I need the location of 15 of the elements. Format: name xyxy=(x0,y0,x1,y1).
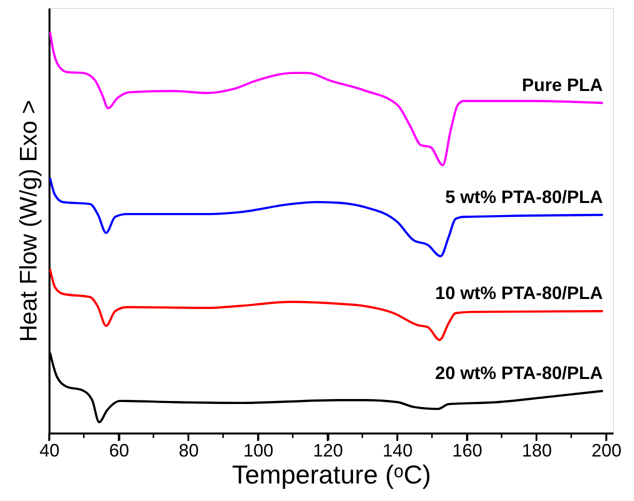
x-tick-label: 160 xyxy=(452,440,482,460)
x-tick-label: 120 xyxy=(312,440,344,460)
series-label: 10 wt% PTA-80/PLA xyxy=(435,283,603,304)
series-label: Pure PLA xyxy=(522,75,603,96)
y-axis-title: Heat Flow (W/g) Exo > xyxy=(16,100,42,342)
x-axis-title: Temperature (ᵒC) xyxy=(232,460,432,490)
x-tick-label: 60 xyxy=(109,440,130,460)
x-tick-label: 100 xyxy=(243,440,274,460)
x-tick-label: 40 xyxy=(39,440,60,460)
series-label: 5 wt% PTA-80/PLA xyxy=(445,186,603,207)
x-tick-label: 80 xyxy=(178,440,199,460)
x-tick-label: 200 xyxy=(592,440,622,460)
x-tick-label: 140 xyxy=(382,440,413,460)
series-label: 20 wt% PTA-80/PLA xyxy=(435,362,603,383)
x-tick-label: 180 xyxy=(522,440,552,460)
